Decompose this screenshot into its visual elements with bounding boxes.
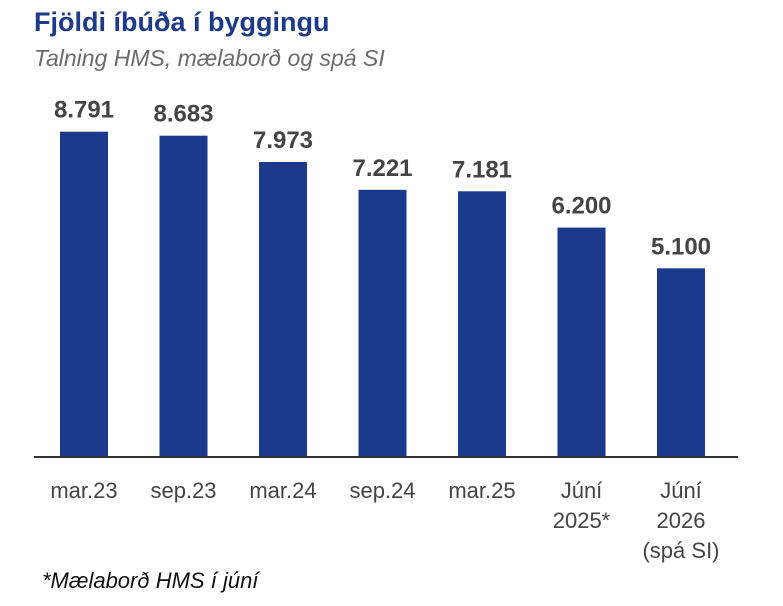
value-label-0: 8.791	[54, 97, 114, 124]
chart-title: Fjöldi íbúða í byggingu	[34, 7, 330, 37]
bar-1	[159, 135, 208, 457]
x-tick-label-5: Júní 2025*	[553, 478, 611, 533]
x-tick-label-line: (spá SI)	[642, 538, 719, 563]
x-tick-label-line: Júní	[561, 478, 603, 503]
x-tick-label-2: mar.24	[249, 478, 316, 503]
x-tick-label-line: sep.23	[150, 478, 216, 503]
x-tick-label-6: Júní 2026 (spá SI)	[642, 478, 719, 563]
x-tick-label-1: sep.23	[150, 478, 216, 503]
bars-group	[60, 131, 705, 458]
x-tick-label-4: mar.25	[448, 478, 515, 503]
bar-5	[557, 227, 606, 457]
chart-header: Fjöldi íbúða í byggingu Talning HMS, mæl…	[34, 6, 385, 72]
x-tick-labels-group: mar.23 sep.23 mar.24 sep.24 mar.25 Júní 2025*J…	[50, 478, 719, 563]
x-tick-label-line: mar.23	[50, 478, 117, 503]
x-tick-label-line: 2026	[657, 508, 706, 533]
chart-subtitle: Talning HMS, mælaborð og spá SI	[34, 45, 385, 71]
value-label-3: 7.221	[352, 155, 412, 182]
value-label-2: 7.973	[253, 127, 313, 154]
x-tick-label-line: Júní	[660, 478, 702, 503]
value-label-5: 6.200	[551, 193, 611, 220]
bar-3	[358, 189, 407, 458]
x-tick-label-line: sep.24	[349, 478, 415, 503]
x-tick-label-line: 2025*	[553, 508, 611, 533]
footnote: *Mælaborð HMS í júní	[42, 568, 259, 593]
x-tick-label-line: mar.25	[448, 478, 515, 503]
value-labels-group: 8.791 8.683 7.973 7.221 7.181 6.200 5.100	[54, 97, 711, 261]
value-label-1: 8.683	[153, 101, 213, 128]
bar-4	[458, 191, 506, 458]
bar-2	[259, 162, 307, 457]
x-tick-label-0: mar.23	[50, 478, 117, 503]
value-label-4: 7.181	[452, 156, 512, 183]
x-tick-label-line: mar.24	[249, 478, 316, 503]
value-label-6: 5.100	[651, 233, 711, 260]
bar-6	[657, 268, 705, 457]
x-tick-label-3: sep.24	[349, 478, 415, 503]
bar-0	[60, 131, 108, 457]
